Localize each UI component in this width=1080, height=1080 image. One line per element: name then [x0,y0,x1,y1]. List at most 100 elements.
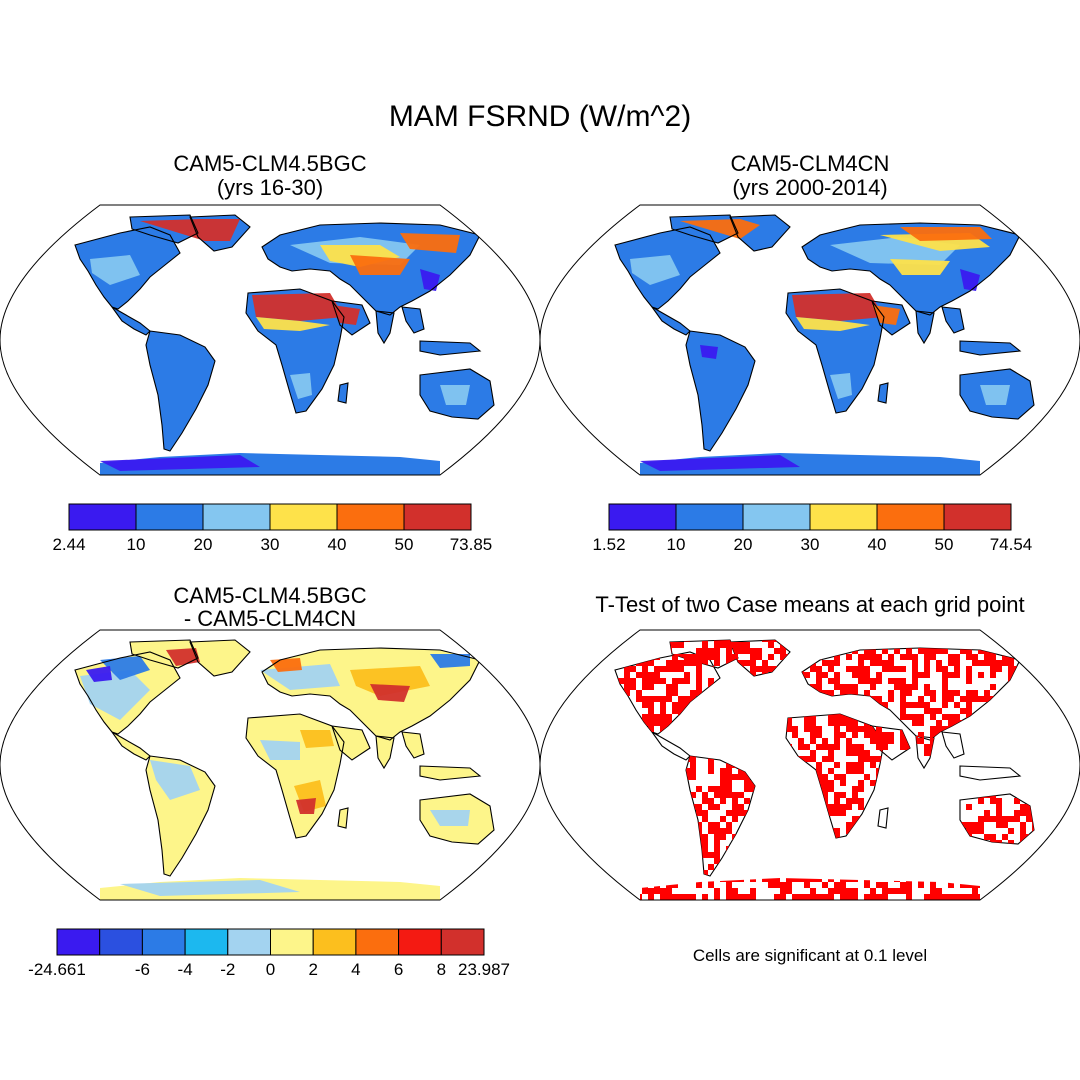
significant-cell [678,846,684,852]
significant-cell [588,888,594,894]
significant-cell [1074,672,1080,678]
significant-cell [768,834,774,840]
significant-cell [996,846,1002,852]
significant-cell [618,654,624,660]
significant-cell [774,720,780,726]
significant-cell [768,726,774,732]
significant-cell [678,822,684,828]
significant-cell [636,786,642,792]
significant-cell [768,864,774,870]
significant-cell [804,690,810,696]
significant-cell [1050,798,1056,804]
significant-cell [990,852,996,858]
significant-cell [588,630,594,636]
significant-cell [888,834,894,840]
significant-cell [1038,792,1044,798]
significant-cell [762,840,768,846]
significant-cell [1008,702,1014,708]
significant-cell [906,876,912,882]
significant-cell [720,732,726,738]
significant-cell [894,774,900,780]
significant-cell [1074,660,1080,666]
significant-cell [630,870,636,876]
significant-cell [930,858,936,864]
significant-cell [582,810,588,816]
significant-cell [930,762,936,768]
significant-cell [1020,786,1026,792]
significant-cell [1044,756,1050,762]
significant-cell [816,852,822,858]
significant-cell [756,762,762,768]
significant-cell [756,780,762,786]
significant-cell [1062,660,1068,666]
significant-cell [936,750,942,756]
significant-cell [576,708,582,714]
significant-cell [948,798,954,804]
significant-cell [594,630,600,636]
significant-cell [636,672,642,678]
significant-cell [1050,792,1056,798]
coastline [651,731,691,761]
significant-cell [798,702,804,708]
significant-cell [870,810,876,816]
significant-cell [540,894,546,900]
significant-cell [1020,762,1026,768]
significant-cell [720,640,726,642]
significant-cell [726,714,732,720]
significant-cell [594,834,600,840]
significant-cell [696,714,702,720]
significant-cell [984,744,990,750]
significant-cell [1056,768,1062,774]
significant-cell [570,738,576,744]
significant-cell [930,834,936,840]
significant-cell [792,630,798,636]
significant-cell [972,786,978,792]
coastline [959,340,1022,356]
significant-cell [960,870,966,876]
significant-cell [864,846,870,852]
significant-cell [960,642,966,648]
significant-cell [570,636,576,642]
field-region [630,255,680,285]
significant-cell [654,714,660,720]
significant-cell [906,636,912,642]
significant-cell [738,714,744,720]
significant-cell [1056,774,1062,780]
significant-cell [1038,846,1044,852]
significant-cell [942,828,948,834]
significant-cell [1038,642,1044,648]
significant-cell [1032,654,1038,660]
significant-cell [648,696,654,702]
significant-cell [588,792,594,798]
significant-cell [630,780,636,786]
significant-cell [876,714,882,720]
significant-cell [582,792,588,798]
significant-cell [1062,642,1068,648]
significant-cell [630,774,636,780]
significant-cell [678,666,684,672]
significant-cell [618,750,624,756]
significant-cell [1014,648,1020,654]
significant-cell [636,822,642,828]
significant-cell [918,630,924,636]
significant-cell [1056,828,1062,834]
significant-cell [906,768,912,774]
significant-cell [1068,840,1074,846]
significant-cell [594,816,600,822]
significant-cell [780,648,786,654]
significant-cell [1062,828,1068,834]
significant-cell [630,720,636,726]
significant-cell [720,720,726,726]
significant-cell [654,864,660,870]
significant-cell [618,864,624,870]
land-indonesia [960,341,1020,355]
significant-cell [630,744,636,750]
significant-cell [798,852,804,858]
significant-cell [756,720,762,726]
significant-cell [732,630,738,636]
significant-cell [600,846,606,852]
significant-cell [1002,708,1008,714]
significant-cell [852,642,858,648]
significant-cell [966,636,972,642]
significant-cell [558,636,564,642]
